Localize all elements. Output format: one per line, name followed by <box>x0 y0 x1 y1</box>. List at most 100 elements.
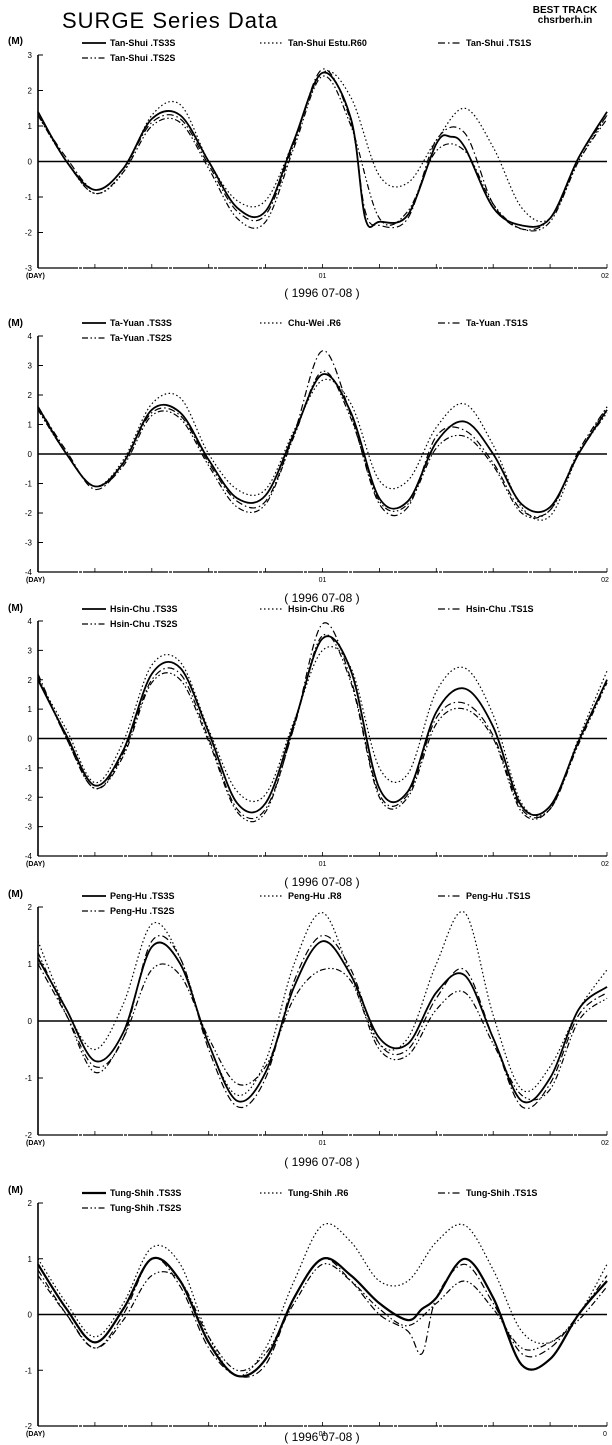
legend-label: Ta-Yuan .TS2S <box>110 333 172 343</box>
y-tick-label: -2 <box>25 229 33 238</box>
legend-label: Tung-Shih .TS3S <box>110 1188 181 1198</box>
y-tick-label: 0 <box>28 450 33 459</box>
series-line-3 <box>37 1257 608 1378</box>
unit-label: (M) <box>8 889 23 900</box>
unit-label: (M) <box>8 36 23 47</box>
y-tick-label: -1 <box>25 480 33 489</box>
y-tick-label: 3 <box>28 646 33 655</box>
x-tick-label: 02 <box>601 273 609 280</box>
series-line-2 <box>37 646 608 817</box>
y-tick-label: 4 <box>28 332 33 341</box>
date-caption: ( 1996 07-08 ) <box>284 1155 359 1169</box>
x-tick-label: 01 <box>319 861 327 868</box>
legend-label: Tan-Shui Estu.R60 <box>288 38 367 48</box>
y-tick-label: -1 <box>25 193 33 202</box>
y-tick-label: 2 <box>28 903 33 912</box>
y-tick-label: 2 <box>28 87 33 96</box>
series-line-4 <box>37 370 608 519</box>
best-track-note: BEST TRACK chsrberh.in <box>520 6 610 26</box>
y-tick-label: 0 <box>28 1311 33 1320</box>
x-tick-label: 01 <box>319 577 327 584</box>
legend-label: Ta-Yuan .TS3S <box>110 318 172 328</box>
date-caption: ( 1996 07-08 ) <box>284 286 359 300</box>
legend-label: Hsin-Chu .R6 <box>288 604 345 614</box>
x-tick-label: 01 <box>319 273 327 280</box>
x-start-label: (DAY) <box>26 861 45 868</box>
y-tick-label: 3 <box>28 51 33 60</box>
legend-label: Peng-Hu .TS2S <box>110 906 175 916</box>
y-tick-label: 1 <box>28 705 33 714</box>
series-line-4 <box>37 633 608 823</box>
legend-label: Peng-Hu .TS1S <box>466 891 531 901</box>
x-start-label: (DAY) <box>26 1140 45 1147</box>
y-tick-label: -3 <box>25 539 33 548</box>
series-line-4 <box>37 1263 608 1372</box>
y-tick-label: -3 <box>25 823 33 832</box>
x-start-label: (DAY) <box>26 273 45 280</box>
y-tick-label: -1 <box>25 1074 33 1083</box>
series-line-4 <box>37 952 608 1101</box>
y-tick-label: -2 <box>25 793 33 802</box>
date-caption: ( 1996 07-08 ) <box>284 875 359 889</box>
series-line-1 <box>37 1256 608 1378</box>
series-line-2 <box>37 910 608 1096</box>
legend-label: Ta-Yuan .TS1S <box>466 318 528 328</box>
y-tick-label: -2 <box>25 1131 33 1140</box>
legend-label: Tung-Shih .TS1S <box>466 1188 537 1198</box>
x-start-label: (DAY) <box>26 1431 45 1438</box>
legend-label: Tung-Shih .TS2S <box>110 1203 181 1213</box>
y-tick-label: -4 <box>25 852 33 861</box>
y-tick-label: 0 <box>28 735 33 744</box>
y-tick-label: 2 <box>28 1199 33 1208</box>
unit-label: (M) <box>8 318 23 329</box>
series-line-1 <box>37 635 608 816</box>
series-line-3 <box>37 350 608 518</box>
series-line-1 <box>37 71 608 229</box>
unit-label: (M) <box>8 603 23 614</box>
best-track-line-2: chsrberh.in <box>537 15 593 26</box>
x-tick-label: 02 <box>601 861 609 868</box>
x-tick-label: 02 <box>601 1140 609 1147</box>
series-line-4 <box>37 75 608 232</box>
series-line-2 <box>37 1223 608 1377</box>
legend-label: Hsin-Chu .TS1S <box>466 604 534 614</box>
legend-label: Tan-Shui .TS1S <box>466 38 531 48</box>
y-tick-label: 4 <box>28 617 33 626</box>
x-tick-label: 01 <box>319 1431 327 1438</box>
y-tick-label: 1 <box>28 421 33 430</box>
series-line-2 <box>37 378 608 521</box>
y-tick-label: 2 <box>28 676 33 685</box>
y-tick-label: -1 <box>25 764 33 773</box>
series-line-3 <box>37 622 608 820</box>
best-track-line-1: BEST TRACK <box>532 5 598 16</box>
legend-label: Hsin-Chu .TS2S <box>110 619 178 629</box>
y-tick-label: -4 <box>25 568 33 577</box>
y-tick-label: 0 <box>28 1017 33 1026</box>
legend-label: Chu-Wei .R6 <box>288 318 341 328</box>
y-tick-label: -3 <box>25 264 33 273</box>
series-line-3 <box>37 68 608 231</box>
date-caption: ( 1996 07-08 ) <box>284 1430 359 1444</box>
series-line-1 <box>37 373 608 514</box>
legend-label: Hsin-Chu .TS3S <box>110 604 178 614</box>
date-caption: ( 1996 07-08 ) <box>284 591 359 605</box>
series-line-1 <box>37 940 608 1104</box>
y-tick-label: -2 <box>25 509 33 518</box>
x-tick-label: 02 <box>601 577 609 584</box>
legend-label: Tan-Shui .TS2S <box>110 53 175 63</box>
page-title: SURGE Series Data <box>62 8 279 33</box>
legend-label: Peng-Hu .TS3S <box>110 891 175 901</box>
series-line-2 <box>37 70 608 223</box>
y-tick-label: 2 <box>28 391 33 400</box>
legend-label: Peng-Hu .R8 <box>288 891 342 901</box>
legend-label: Tan-Shui .TS3S <box>110 38 175 48</box>
x-tick-label: 01 <box>319 1140 327 1147</box>
y-tick-label: 1 <box>28 960 33 969</box>
x-tick-label: 0 <box>603 1431 607 1438</box>
